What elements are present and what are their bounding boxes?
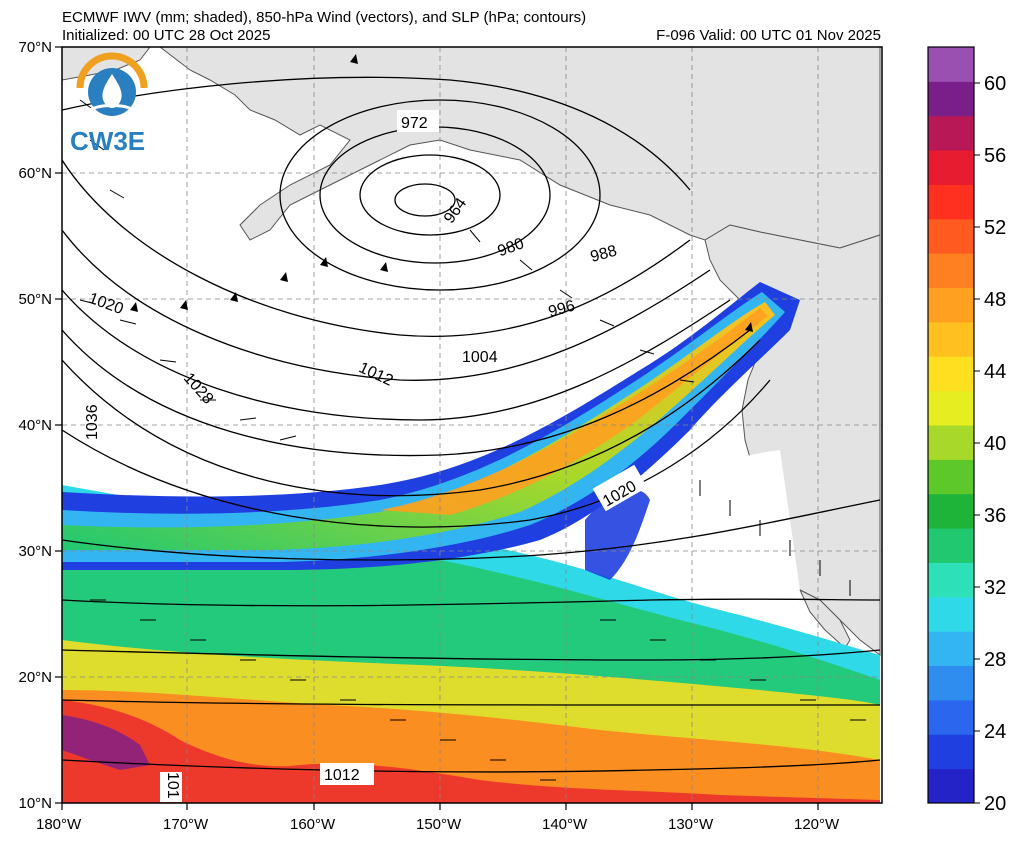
- colorbar-segment: [928, 287, 974, 323]
- colorbar-label: 28: [984, 649, 1006, 671]
- colorbar-label: 44: [984, 361, 1006, 383]
- contour-label-988: 988: [589, 243, 619, 266]
- colorbar-segment: [928, 768, 974, 804]
- colorbar-segment: [928, 699, 974, 735]
- contour-label-1036: 1036: [84, 404, 101, 440]
- lon-label: 130°W: [668, 816, 714, 833]
- lat-label: 20°N: [18, 669, 52, 686]
- atmospheric-river-core: [62, 302, 775, 550]
- logo-text: CW3E: [70, 126, 145, 156]
- colorbar: [928, 47, 974, 804]
- wind-barbs: [79, 99, 866, 781]
- colorbar-label: 36: [984, 505, 1006, 527]
- colorbar-segment: [928, 184, 974, 220]
- contour-label-972: 972: [401, 115, 428, 132]
- colorbar-segment: [928, 596, 974, 632]
- colorbar-label: 60: [984, 73, 1006, 95]
- colorbar-label: 56: [984, 145, 1006, 167]
- lat-label: 10°N: [18, 795, 52, 812]
- colorbar-segment: [928, 459, 974, 495]
- colorbar-segment: [928, 390, 974, 426]
- colorbar-label: 20: [984, 793, 1006, 815]
- colorbar-label: 52: [984, 217, 1006, 239]
- colorbar-segment: [928, 218, 974, 254]
- logo-wave: [89, 104, 135, 112]
- colorbar-label: 48: [984, 289, 1006, 311]
- colorbar-frame: [927, 46, 975, 804]
- cold-front-markers: [130, 54, 753, 332]
- atmospheric-river-outer: [62, 282, 800, 570]
- map-panel: 972 964 980 988 996 1004 1012 1020 1028 …: [62, 47, 882, 803]
- colorbar-segment: [928, 562, 974, 598]
- colorbar-segment: [928, 493, 974, 529]
- colorbar-label: 40: [984, 433, 1006, 455]
- colorbar-segment: [928, 356, 974, 392]
- lon-label: 160°W: [290, 816, 336, 833]
- lat-label: 30°N: [18, 543, 52, 560]
- colorbar-segment: [928, 253, 974, 289]
- contour-label-996: 996: [547, 298, 577, 321]
- slp-contours: [62, 76, 881, 773]
- axis-ticks: [55, 46, 819, 810]
- colorbar-segment: [928, 425, 974, 460]
- initialized-time: Initialized: 00 UTC 28 Oct 2025: [62, 27, 271, 44]
- subtropical-dry-pocket: [627, 450, 800, 600]
- lon-label: 140°W: [542, 816, 588, 833]
- colorbar-segment: [928, 631, 974, 667]
- colorbar-label: 24: [984, 721, 1006, 743]
- colorbar-segment: [928, 321, 974, 357]
- contour-label-101-edge: 101: [164, 772, 181, 799]
- lon-labels: 180°W 170°W 160°W 150°W 140°W 130°W 120°…: [36, 816, 840, 833]
- baja-land: [798, 588, 851, 649]
- valid-time: F-096 Valid: 00 UTC 01 Nov 2025: [656, 27, 881, 44]
- colorbar-segment: [928, 528, 974, 563]
- lat-labels: 70°N 60°N 50°N 40°N 30°N 20°N 10°N: [18, 39, 52, 812]
- lat-label: 40°N: [18, 417, 52, 434]
- colorbar-segment: [928, 115, 974, 151]
- cw3e-logo: CW3E: [70, 52, 148, 156]
- colorbar-segment: [928, 150, 974, 185]
- contour-label-1004: 1004: [462, 349, 498, 366]
- lat-label: 70°N: [18, 39, 52, 56]
- colorbar-segment: [928, 665, 974, 701]
- iwv-tropical-purple: [62, 715, 150, 770]
- colorbar-ticks: 60 56 52 48 44 40 36 32 28 24 20: [974, 73, 1006, 815]
- water-drop-icon: [102, 74, 122, 108]
- iwv-tropical-red: [62, 700, 880, 803]
- lon-label: 170°W: [163, 816, 209, 833]
- colorbar-segment: [928, 81, 974, 117]
- colorbar-segment: [928, 734, 974, 770]
- contour-label-1012-south: 1012: [324, 767, 360, 784]
- map-title: ECMWF IWV (mm; shaded), 850-hPa Wind (ve…: [62, 9, 587, 26]
- lat-label: 50°N: [18, 291, 52, 308]
- colorbar-segment: [928, 47, 974, 82]
- lon-label: 150°W: [416, 816, 462, 833]
- lon-label: 120°W: [794, 816, 840, 833]
- iwv-blue-plume: [585, 489, 650, 580]
- lon-label: 180°W: [36, 816, 82, 833]
- colorbar-label: 32: [984, 577, 1006, 599]
- logo-sun-arc: [76, 52, 148, 89]
- lat-label: 60°N: [18, 165, 52, 182]
- graticule: [62, 47, 882, 803]
